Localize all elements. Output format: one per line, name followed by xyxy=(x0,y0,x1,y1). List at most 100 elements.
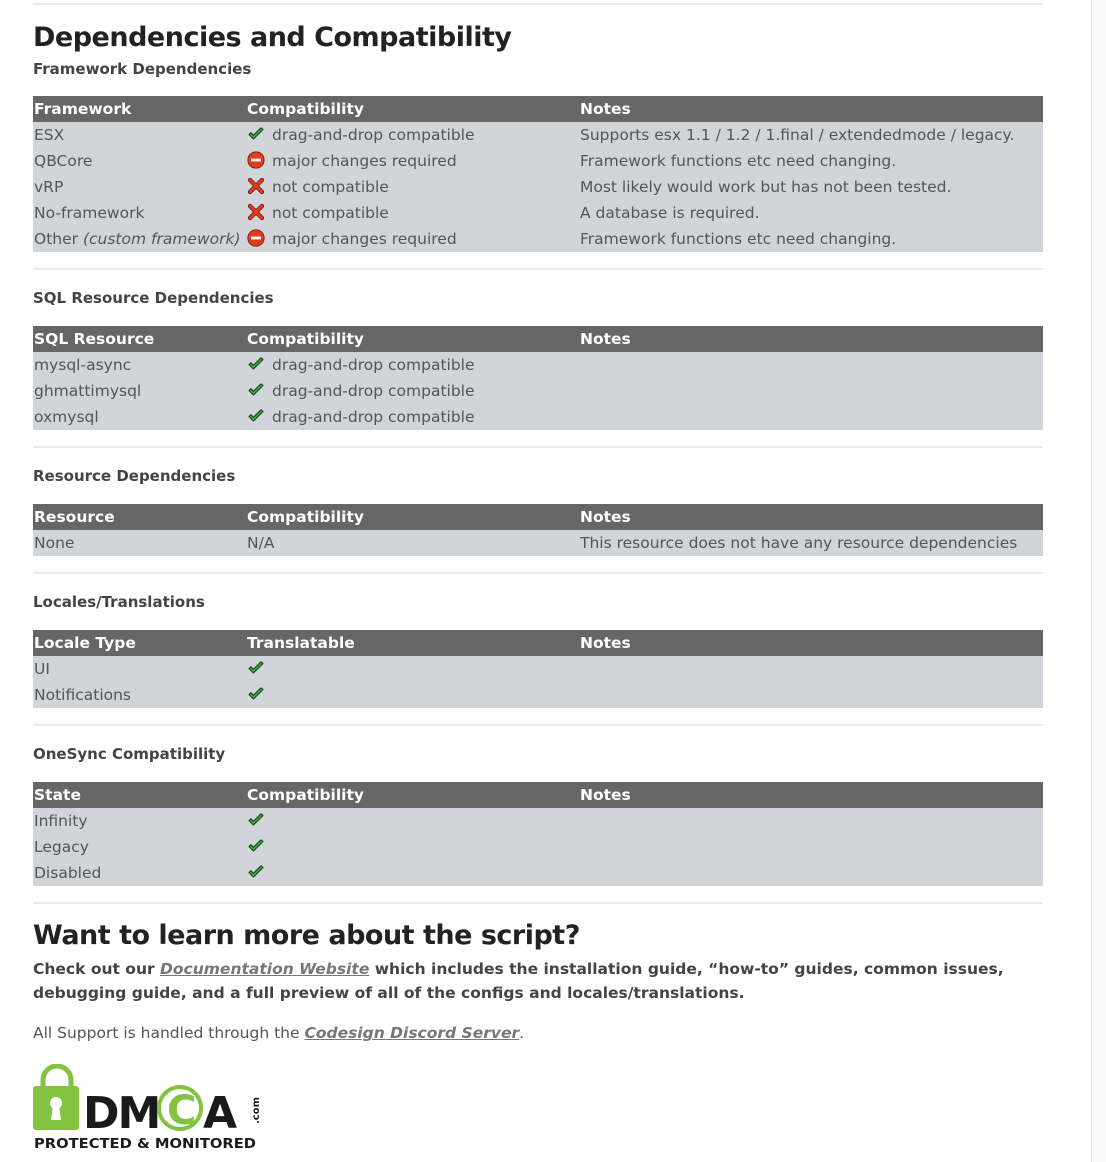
resource-table: Resource Compatibility Notes None N/A Th… xyxy=(33,504,1043,556)
column-header: Notes xyxy=(579,96,1043,122)
compatibility-cell: major changes required xyxy=(246,226,579,252)
learn-more-heading: Want to learn more about the script? xyxy=(33,920,580,951)
notes-cell xyxy=(579,834,1043,860)
column-header: Translatable xyxy=(246,630,579,656)
framework-name: Other (custom framework) xyxy=(33,226,246,252)
check-icon xyxy=(247,407,265,425)
framework-table: Framework Compatibility Notes ESX drag-a… xyxy=(33,96,1043,252)
table-row: UI xyxy=(33,656,1043,682)
notes-cell: Framework functions etc need changing. xyxy=(579,226,1043,252)
framework-name-note: (custom framework) xyxy=(82,230,241,248)
table-row: Disabled xyxy=(33,860,1043,886)
table-row: Infinity xyxy=(33,808,1043,834)
compatibility-cell: drag-and-drop compatible xyxy=(246,352,579,378)
notes-cell xyxy=(579,808,1043,834)
esx-extendedmode-link[interactable]: extendedmode xyxy=(828,126,946,144)
esx-1-final-link[interactable]: 1.final xyxy=(765,126,814,144)
column-header: Compatibility xyxy=(246,326,579,352)
check-icon xyxy=(247,685,265,703)
compatibility-cell xyxy=(246,808,579,834)
column-header: Framework xyxy=(33,96,246,122)
svg-text:.com: .com xyxy=(251,1097,261,1124)
table-header-row: Framework Compatibility Notes xyxy=(33,96,1043,122)
check-icon xyxy=(247,811,265,829)
esx-1-1-link[interactable]: 1.1 xyxy=(686,126,711,144)
translatable-cell xyxy=(246,682,579,708)
svg-text:A: A xyxy=(203,1088,237,1139)
table-header-row: SQL Resource Compatibility Notes xyxy=(33,326,1043,352)
notes-cell xyxy=(579,352,1043,378)
locales-table: Locale Type Translatable Notes UI Notifi… xyxy=(33,630,1043,708)
discord-server-link[interactable]: Codesign Discord Server xyxy=(304,1024,520,1042)
compatibility-cell: not compatible xyxy=(246,200,579,226)
onesync-state: Disabled xyxy=(33,860,246,886)
divider xyxy=(33,268,1043,270)
column-header: Notes xyxy=(579,504,1043,530)
esx-legacy-link[interactable]: legacy xyxy=(960,126,1010,144)
table-row: ghmattimysql drag-and-drop compatible xyxy=(33,378,1043,404)
onesync-heading: OneSync Compatibility xyxy=(33,745,226,763)
notes-cell: A database is required. xyxy=(579,200,1043,226)
divider xyxy=(33,446,1043,448)
check-icon xyxy=(247,863,265,881)
compatibility-cell: major changes required xyxy=(246,148,579,174)
sql-resource-link[interactable]: mysql-async xyxy=(33,352,246,378)
notes-cell xyxy=(579,404,1043,430)
table-row: No-framework not compatible A database i… xyxy=(33,200,1043,226)
table-row: mysql-async drag-and-drop compatible xyxy=(33,352,1043,378)
sql-table: SQL Resource Compatibility Notes mysql-a… xyxy=(33,326,1043,430)
column-header: Compatibility xyxy=(246,782,579,808)
locale-type: Notifications xyxy=(33,682,246,708)
framework-name: ESX xyxy=(33,122,246,148)
notes-cell: Supports esx 1.1 / 1.2 / 1.final / exten… xyxy=(579,122,1043,148)
table-row: oxmysql drag-and-drop compatible xyxy=(33,404,1043,430)
column-header: Compatibility xyxy=(246,504,579,530)
documentation-paragraph: Check out our Documentation Website whic… xyxy=(33,960,1004,1002)
documentation-website-link[interactable]: Documentation Website xyxy=(160,960,370,978)
sql-resource-link[interactable]: oxmysql xyxy=(33,404,246,430)
notes-cell xyxy=(579,378,1043,404)
column-header: Notes xyxy=(579,782,1043,808)
divider xyxy=(33,724,1043,726)
resource-heading: Resource Dependencies xyxy=(33,467,236,485)
framework-name: vRP xyxy=(33,174,246,200)
onesync-state: Infinity xyxy=(33,808,246,834)
column-header: SQL Resource xyxy=(33,326,246,352)
check-icon xyxy=(247,659,265,677)
compatibility-cell: not compatible xyxy=(246,174,579,200)
compatibility-cell: drag-and-drop compatible xyxy=(246,122,579,148)
dmca-logo: DM C A .com PROTECTED & MONITORED xyxy=(33,1063,262,1152)
notes-cell: Framework functions etc need changing. xyxy=(579,148,1043,174)
column-header: Locale Type xyxy=(33,630,246,656)
esx-1-2-link[interactable]: 1.2 xyxy=(725,126,751,144)
svg-text:PROTECTED & MONITORED: PROTECTED & MONITORED xyxy=(34,1136,256,1152)
framework-heading: Framework Dependencies xyxy=(33,60,252,78)
svg-text:C: C xyxy=(167,1088,196,1134)
table-header-row: State Compatibility Notes xyxy=(33,782,1043,808)
no-entry-icon xyxy=(247,229,265,247)
compatibility-cell: N/A xyxy=(246,530,579,556)
no-entry-icon xyxy=(247,151,265,169)
framework-name: QBCore xyxy=(33,148,246,174)
table-row: QBCore major changes required Framework … xyxy=(33,148,1043,174)
locales-heading: Locales/Translations xyxy=(33,593,205,611)
divider xyxy=(33,902,1043,904)
compatibility-cell xyxy=(246,834,579,860)
main-content: Dependencies and Compatibility Framework… xyxy=(33,0,1043,1152)
column-header: Notes xyxy=(579,630,1043,656)
cross-icon xyxy=(247,203,265,221)
check-icon xyxy=(247,837,265,855)
check-icon xyxy=(247,125,265,143)
table-header-row: Resource Compatibility Notes xyxy=(33,504,1043,530)
compatibility-cell: drag-and-drop compatible xyxy=(246,378,579,404)
dmca-badge[interactable]: DM C A .com PROTECTED & MONITORED xyxy=(33,1063,262,1154)
locale-type: UI xyxy=(33,656,246,682)
column-header: State xyxy=(33,782,246,808)
right-side-panel xyxy=(1091,0,1106,1162)
table-row: Other (custom framework) major changes r… xyxy=(33,226,1043,252)
cross-icon xyxy=(247,177,265,195)
column-header: Resource xyxy=(33,504,246,530)
sql-resource-link[interactable]: ghmattimysql xyxy=(33,378,246,404)
compatibility-cell: drag-and-drop compatible xyxy=(246,404,579,430)
column-header: Compatibility xyxy=(246,96,579,122)
